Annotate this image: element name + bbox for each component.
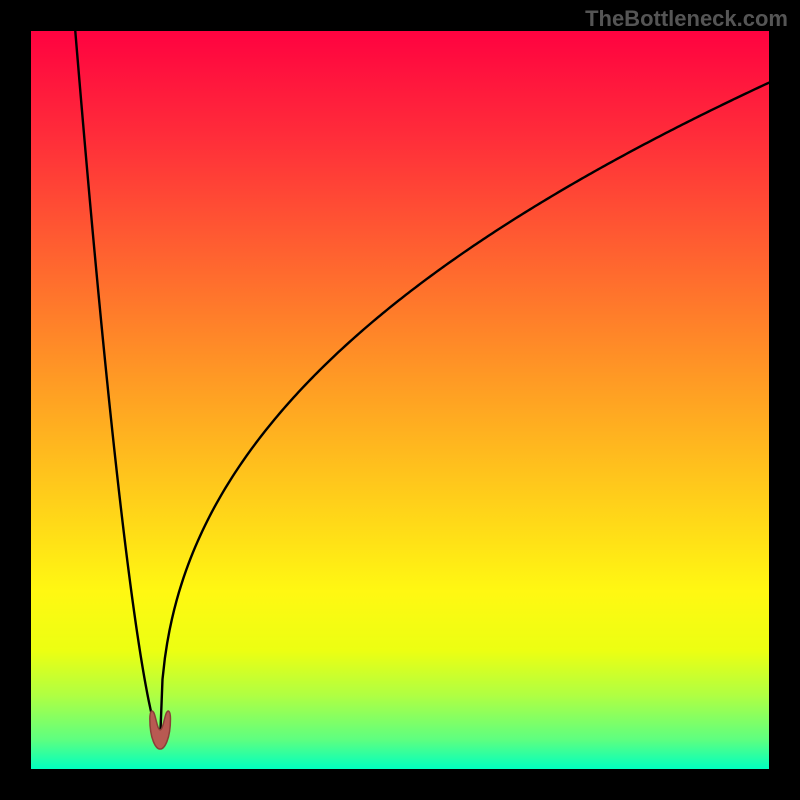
bottleneck-plot [31,31,769,769]
attribution-label: TheBottleneck.com [585,6,788,32]
chart-container: TheBottleneck.com [0,0,800,800]
